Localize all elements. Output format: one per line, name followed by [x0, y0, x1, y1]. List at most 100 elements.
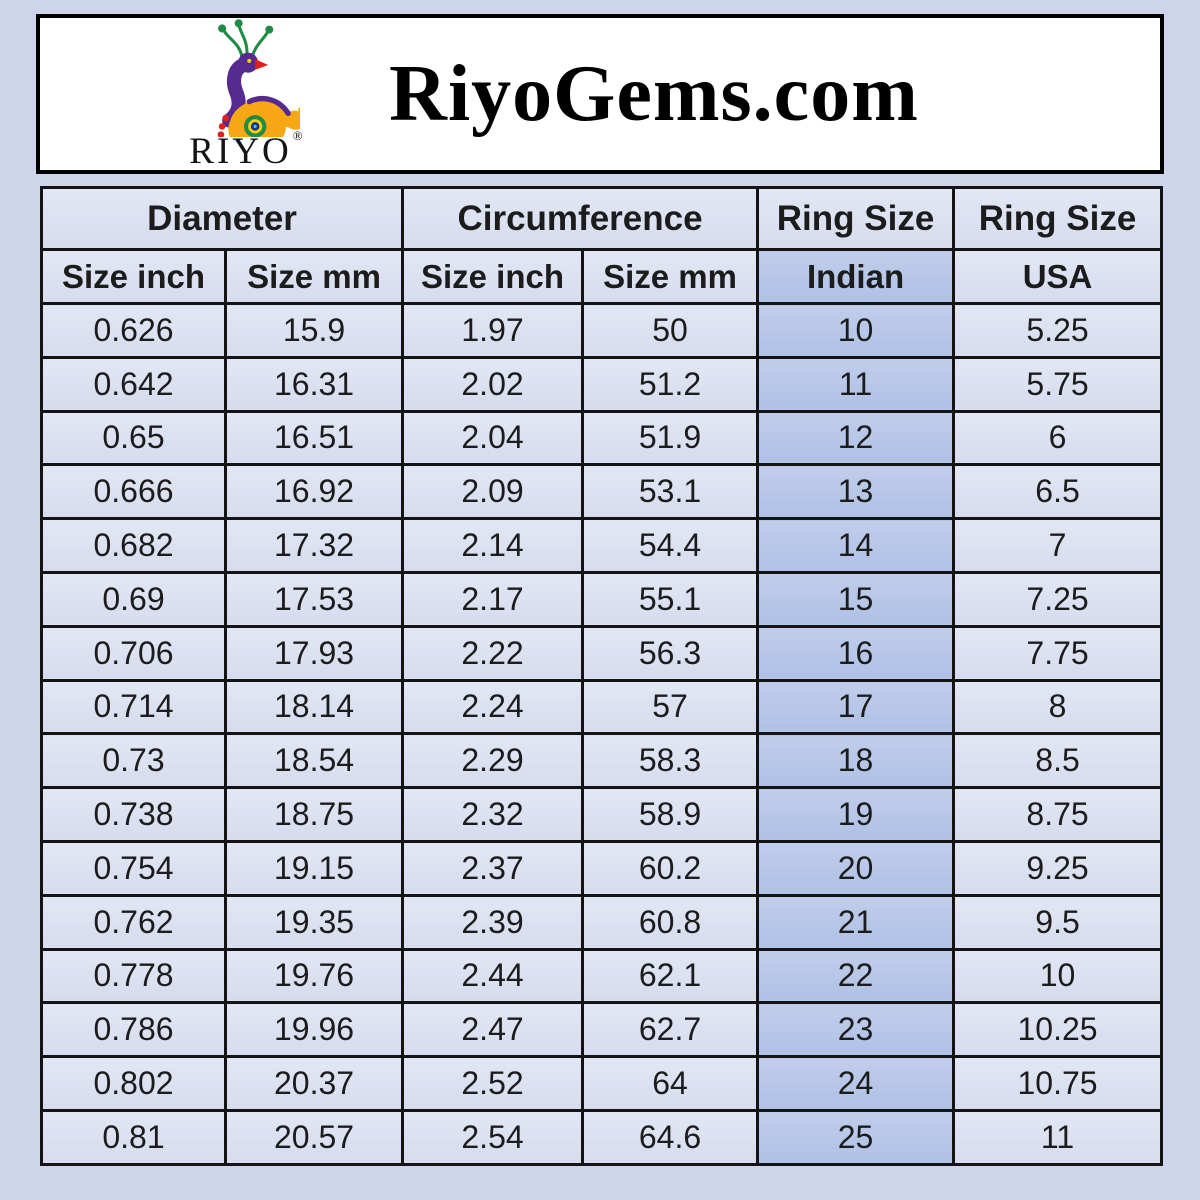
- table-cell: 0.778: [40, 947, 227, 1005]
- brand-logo-text: RIYO ®: [189, 127, 306, 172]
- table-cell: 10.25: [952, 1001, 1164, 1059]
- table-cell: 0.786: [40, 1001, 227, 1059]
- table-cell: 2.04: [401, 409, 585, 467]
- brand-header: RIYO ® RiyoGems.com: [36, 14, 1164, 174]
- column-subheader-size-inch: Size inch: [401, 248, 585, 305]
- table-row: 0.69 17.53 2.17 55.1 15 7.25: [40, 570, 1164, 628]
- table-cell: 0.802: [40, 1055, 227, 1112]
- table-cell: 2.32: [401, 786, 585, 843]
- column-subheader-size-mm: Size mm: [581, 248, 760, 305]
- table-cell: 57: [581, 678, 760, 736]
- table-cell: 19.76: [223, 947, 405, 1005]
- column-group-header-diameter: Diameter: [39, 186, 405, 251]
- table-row: 0.65 16.51 2.04 51.9 12 6: [40, 409, 1164, 467]
- table-cell: 17.53: [223, 570, 405, 628]
- table-cell: 2.22: [401, 624, 585, 682]
- table-cell: 11: [756, 355, 956, 413]
- table-group-header-row: Diameter Circumference Ring Size Ring Size: [39, 186, 1164, 251]
- table-cell: 60.8: [581, 893, 760, 951]
- table-cell: 6.5: [952, 463, 1164, 521]
- table-cell: 19: [756, 786, 956, 843]
- table-row: 0.642 16.31 2.02 51.2 11 5.75: [40, 355, 1164, 413]
- table-cell: 0.69: [40, 570, 227, 628]
- table-cell: 60.2: [581, 839, 760, 897]
- table-cell: 0.73: [40, 732, 227, 790]
- table-row: 0.738 18.75 2.32 58.9 19 8.75: [40, 786, 1164, 843]
- table-cell: 64: [581, 1055, 760, 1112]
- table-cell: 18.14: [223, 678, 405, 736]
- column-subheader-size-mm: Size mm: [223, 248, 405, 305]
- table-cell: 2.52: [401, 1055, 585, 1112]
- table-row: 0.786 19.96 2.47 62.7 23 10.25: [40, 1001, 1164, 1059]
- table-row: 0.802 20.37 2.52 64 24 10.75: [40, 1055, 1164, 1112]
- table-cell: 20.37: [223, 1055, 405, 1112]
- brand-logo: RIYO ®: [158, 18, 323, 172]
- table-cell: 0.682: [40, 517, 227, 574]
- table-cell: 51.9: [581, 409, 760, 467]
- table-cell: 15: [756, 570, 956, 628]
- table-cell: 9.5: [952, 893, 1164, 951]
- column-subheader-indian: Indian: [756, 248, 956, 305]
- table-cell: 7.75: [952, 624, 1164, 682]
- table-cell: 51.2: [581, 355, 760, 413]
- table-cell: 17.32: [223, 517, 405, 574]
- table-row: 0.626 15.9 1.97 50 10 5.25: [40, 302, 1164, 359]
- table-cell: 19.96: [223, 1001, 405, 1059]
- table-cell: 5.25: [952, 302, 1164, 359]
- table-subheader-row: Size inch Size mm Size inch Size mm Indian US…: [40, 248, 1164, 305]
- table-cell: 23: [756, 1001, 956, 1059]
- table-cell: 54.4: [581, 517, 760, 574]
- table-cell: 2.39: [401, 893, 585, 951]
- table-cell: 2.17: [401, 570, 585, 628]
- column-subheader-usa: USA: [952, 248, 1164, 305]
- table-cell: 2.24: [401, 678, 585, 736]
- table-cell: 14: [756, 517, 956, 574]
- table-row: 0.81 20.57 2.54 64.6 25 11: [40, 1108, 1164, 1166]
- table-cell: 8: [952, 678, 1164, 736]
- column-subheader-size-inch: Size inch: [40, 248, 227, 305]
- table-cell: 0.626: [40, 302, 227, 359]
- column-group-header-ring-size: Ring Size: [952, 186, 1164, 251]
- table-cell: 2.09: [401, 463, 585, 521]
- table-cell: 2.54: [401, 1108, 585, 1166]
- table-cell: 20.57: [223, 1108, 405, 1166]
- table-cell: 0.666: [40, 463, 227, 521]
- table-cell: 24: [756, 1055, 956, 1112]
- table-row: 0.714 18.14 2.24 57 17 8: [40, 678, 1164, 736]
- table-cell: 12: [756, 409, 956, 467]
- table-cell: 19.35: [223, 893, 405, 951]
- table-row: 0.682 17.32 2.14 54.4 14 7: [40, 517, 1164, 574]
- table-cell: 56.3: [581, 624, 760, 682]
- table-cell: 50: [581, 302, 760, 359]
- table-cell: 8.5: [952, 732, 1164, 790]
- table-cell: 0.754: [40, 839, 227, 897]
- table-cell: 0.714: [40, 678, 227, 736]
- table-cell: 17: [756, 678, 956, 736]
- table-cell: 55.1: [581, 570, 760, 628]
- table-cell: 16.51: [223, 409, 405, 467]
- table-cell: 2.02: [401, 355, 585, 413]
- registered-trademark: ®: [292, 127, 306, 143]
- table-cell: 58.9: [581, 786, 760, 843]
- table-cell: 10: [952, 947, 1164, 1005]
- ring-size-table: Diameter Circumference Ring Size Ring Size …: [39, 186, 1164, 1166]
- table-cell: 16.31: [223, 355, 405, 413]
- table-cell: 18: [756, 732, 956, 790]
- table-cell: 5.75: [952, 355, 1164, 413]
- table-cell: 17.93: [223, 624, 405, 682]
- table-cell: 0.706: [40, 624, 227, 682]
- table-cell: 13: [756, 463, 956, 521]
- table-cell: 25: [756, 1108, 956, 1166]
- table-cell: 6: [952, 409, 1164, 467]
- table-cell: 16: [756, 624, 956, 682]
- table-cell: 0.642: [40, 355, 227, 413]
- table-cell: 21: [756, 893, 956, 951]
- table-cell: 2.29: [401, 732, 585, 790]
- table-cell: 0.81: [40, 1108, 227, 1166]
- table-cell: 20: [756, 839, 956, 897]
- table-cell: 22: [756, 947, 956, 1005]
- table-cell: 10: [756, 302, 956, 359]
- table-cell: 10.75: [952, 1055, 1164, 1112]
- table-cell: 15.9: [223, 302, 405, 359]
